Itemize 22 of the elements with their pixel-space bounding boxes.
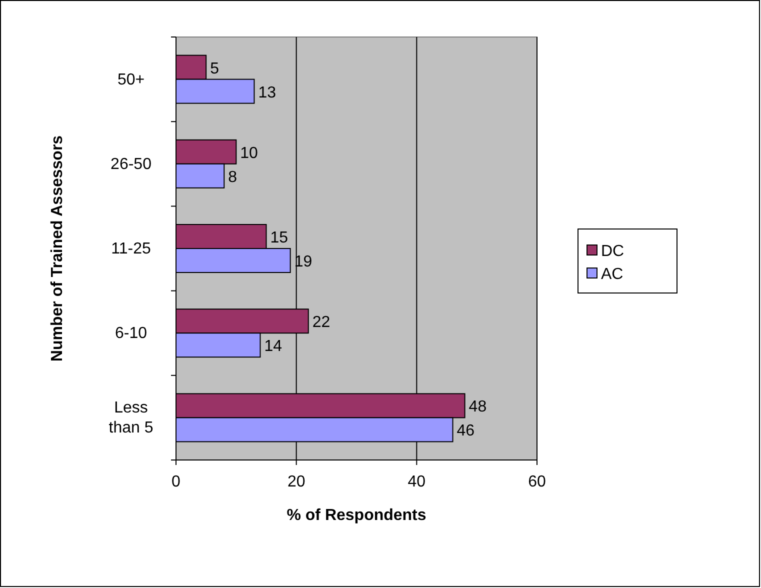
data-label: 5 — [210, 60, 220, 78]
data-label: 10 — [240, 144, 258, 162]
legend-label: AC — [601, 266, 624, 283]
data-label: 22 — [312, 314, 330, 332]
data-label: 8 — [228, 168, 238, 186]
x-tick-label: 20 — [287, 473, 306, 490]
y-tick-label: Less than 5 — [108, 400, 154, 437]
data-label: 14 — [264, 338, 282, 356]
y-tick-label: 26-50 — [110, 156, 152, 173]
y-axis-title: Number of Trained Assessors — [49, 135, 66, 362]
legend-label: DC — [601, 243, 624, 260]
y-tick-label: 50+ — [117, 71, 145, 88]
data-label: 48 — [468, 398, 487, 416]
x-tick-label: 0 — [172, 473, 181, 490]
y-tick-label: 6-10 — [114, 325, 148, 342]
data-label: 46 — [456, 422, 475, 440]
x-axis-title: % of Respondents — [286, 507, 426, 524]
data-label: 13 — [258, 84, 276, 102]
data-label: 15 — [270, 230, 288, 246]
y-tick-label: 11-25 — [111, 240, 151, 258]
x-tick-label: 40 — [408, 473, 426, 490]
x-tick-label: 60 — [528, 473, 546, 490]
